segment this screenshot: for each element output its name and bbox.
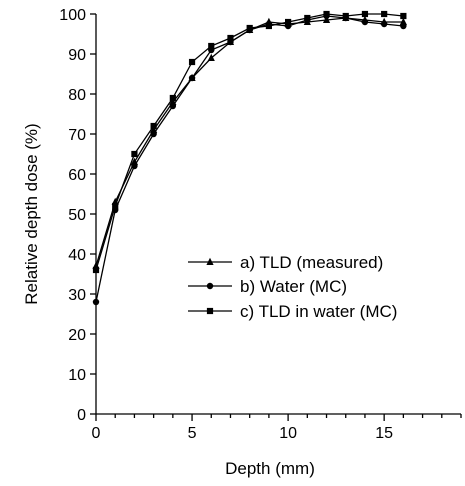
data-point-tld-in-water-mc bbox=[208, 42, 215, 50]
y-tick-label: 90 bbox=[68, 47, 86, 64]
series-line-tld-in-water-mc bbox=[95, 13, 404, 271]
y-tick-label: 70 bbox=[68, 127, 86, 144]
series-tld-measured bbox=[92, 13, 407, 269]
y-tick-label: 40 bbox=[68, 247, 86, 264]
legend-marker bbox=[206, 257, 214, 265]
x-tick-label: 5 bbox=[188, 425, 197, 442]
data-point-tld-in-water-mc bbox=[361, 10, 369, 18]
data-point-tld-in-water-mc bbox=[304, 14, 311, 22]
legend-item-tld-in-water-mc: c) TLD in water (MC) bbox=[188, 302, 397, 321]
y-tick-label: 30 bbox=[68, 287, 86, 304]
y-tick-label: 60 bbox=[68, 167, 86, 184]
y-axis-title: Relative depth dose (%) bbox=[22, 123, 41, 304]
data-point-tld-in-water-mc bbox=[227, 34, 234, 42]
data-point-tld-in-water-mc bbox=[400, 12, 407, 20]
x-tick-label: 10 bbox=[279, 425, 297, 442]
data-point-tld-measured bbox=[207, 53, 215, 61]
y-tick-label: 20 bbox=[68, 327, 86, 344]
legend-label: a) TLD (measured) bbox=[240, 253, 383, 272]
data-point-water-mc bbox=[361, 18, 369, 26]
data-point-tld-in-water-mc bbox=[92, 266, 100, 274]
y-tick-label: 10 bbox=[68, 367, 86, 384]
y-tick-label: 100 bbox=[59, 7, 86, 24]
y-tick-label: 50 bbox=[68, 207, 86, 224]
data-point-water-mc bbox=[169, 102, 177, 110]
data-point-tld-in-water-mc bbox=[131, 150, 138, 158]
data-point-tld-in-water-mc bbox=[246, 24, 253, 32]
legend-item-tld-measured: a) TLD (measured) bbox=[188, 253, 383, 272]
series-layer bbox=[92, 10, 407, 306]
legend-marker bbox=[206, 307, 214, 315]
series-tld-in-water-mc bbox=[92, 10, 407, 274]
data-point-tld-in-water-mc bbox=[169, 94, 176, 102]
x-tick-label: 0 bbox=[92, 425, 101, 442]
data-point-tld-measured bbox=[399, 17, 407, 25]
data-point-water-mc bbox=[131, 162, 138, 170]
data-point-water-mc bbox=[380, 20, 388, 28]
axes: 0 10 20 30 40 50 60 70 80 90 100 0 5 10 15 bbox=[59, 7, 462, 442]
data-point-tld-in-water-mc bbox=[342, 12, 349, 20]
data-point-tld-measured bbox=[322, 15, 331, 23]
legend-label: c) TLD in water (MC) bbox=[240, 302, 397, 321]
data-point-tld-in-water-mc bbox=[265, 22, 272, 30]
legend-item-water-mc: b) Water (MC) bbox=[188, 277, 347, 296]
data-point-water-mc bbox=[188, 74, 196, 82]
data-point-tld-in-water-mc bbox=[323, 10, 330, 18]
data-point-tld-in-water-mc bbox=[381, 10, 388, 18]
data-point-tld-in-water-mc bbox=[150, 122, 157, 130]
legend-marker bbox=[206, 282, 214, 290]
y-tick-label: 0 bbox=[77, 407, 86, 424]
data-point-tld-in-water-mc bbox=[112, 202, 119, 210]
legend-label: b) Water (MC) bbox=[240, 277, 347, 296]
data-point-water-mc bbox=[400, 22, 407, 30]
data-point-tld-in-water-mc bbox=[285, 18, 292, 26]
x-axis-title: Depth (mm) bbox=[225, 459, 315, 478]
data-point-water-mc bbox=[92, 298, 100, 306]
x-tick-label: 15 bbox=[375, 425, 393, 442]
legend: a) TLD (measured) b) Water (MC) c) TLD in … bbox=[188, 253, 397, 321]
y-tick-label: 80 bbox=[68, 87, 86, 104]
data-point-water-mc bbox=[150, 130, 157, 138]
data-point-tld-in-water-mc bbox=[188, 58, 196, 66]
